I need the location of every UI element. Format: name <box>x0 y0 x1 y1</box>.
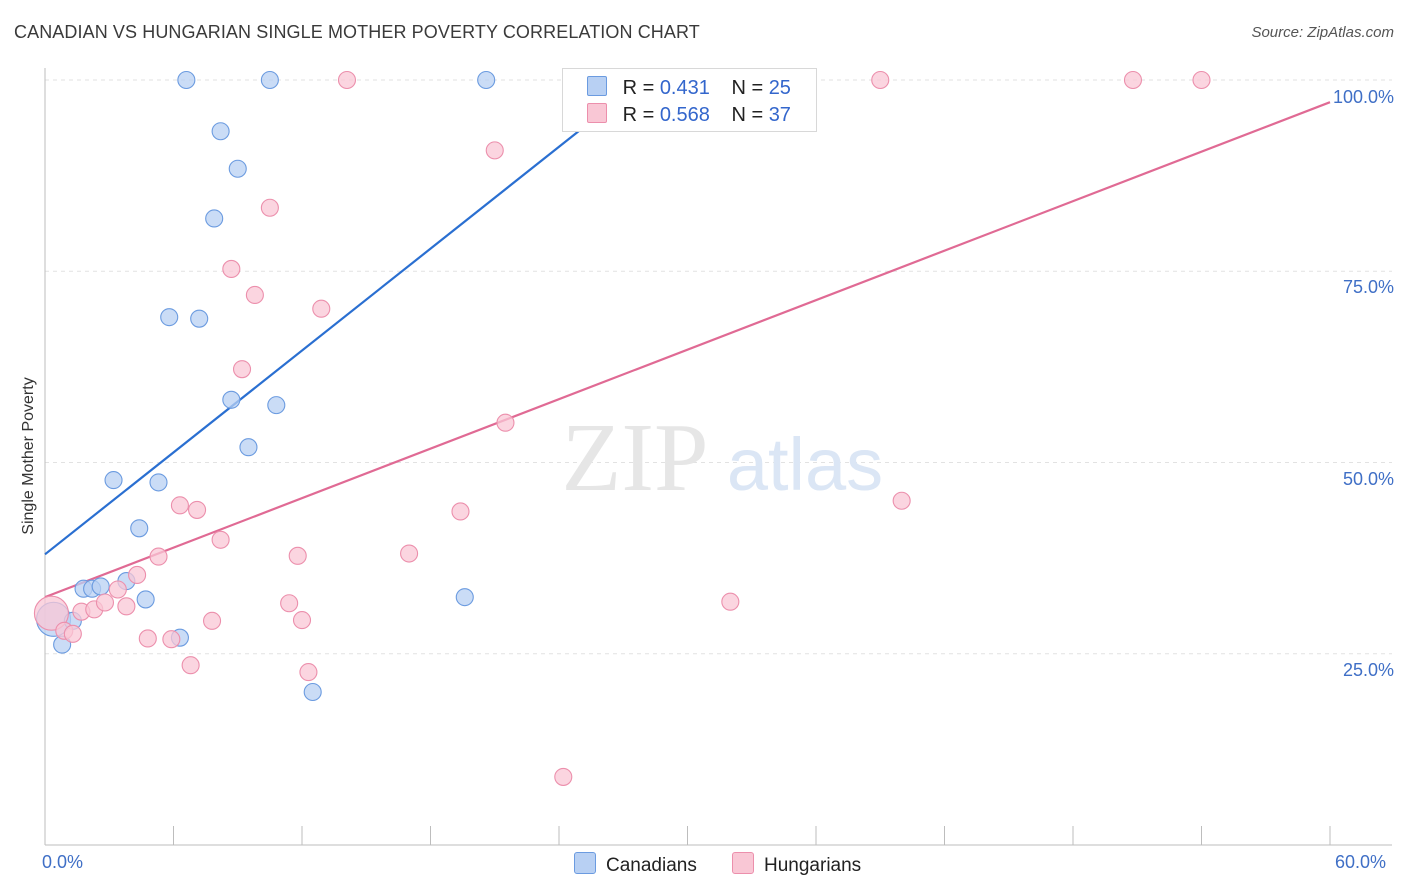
canadians-r-value: 0.431 <box>659 77 710 99</box>
trend-line-hungarians <box>44 101 1331 599</box>
point-hungarians <box>33 595 69 631</box>
point-canadians <box>104 471 123 490</box>
watermark-zip: ZIP <box>562 404 709 512</box>
legend-row-canadians: R = 0.431 N = 25 <box>587 76 791 100</box>
stats-legend: R = 0.431 N = 25 R = 0.568 N = 37 <box>562 68 817 132</box>
point-canadians <box>149 473 168 492</box>
y-tick-label: 75.0% <box>1342 277 1394 298</box>
canadians-swatch-icon <box>587 76 607 96</box>
trend-lines <box>44 101 1331 599</box>
point-canadians <box>477 70 496 90</box>
point-hungarians <box>63 624 82 643</box>
y-tick-label: 25.0% <box>1342 659 1394 680</box>
x-tick-label-min: 0.0% <box>42 852 84 872</box>
watermark: ZIP atlas <box>562 404 884 512</box>
point-hungarians <box>496 413 515 432</box>
point-hungarians <box>203 611 222 630</box>
n-label: N = <box>731 104 764 126</box>
r-label: R = <box>622 104 655 126</box>
point-hungarians <box>892 491 911 510</box>
point-hungarians <box>337 70 357 90</box>
hungarians-swatch-icon <box>587 103 607 123</box>
point-hungarians <box>299 663 318 682</box>
y-tick-label: 50.0% <box>1342 468 1394 489</box>
point-hungarians <box>222 259 241 279</box>
point-hungarians <box>871 70 890 90</box>
point-canadians <box>136 590 155 609</box>
point-canadians <box>160 308 179 327</box>
point-hungarians <box>128 565 147 585</box>
point-canadians <box>228 159 247 178</box>
legend-item-hungarians[interactable]: Hungarians <box>732 852 861 877</box>
point-hungarians <box>149 547 168 566</box>
chart-title: CANADIAN VS HUNGARIAN SINGLE MOTHER POVE… <box>14 22 700 42</box>
point-hungarians <box>170 496 189 515</box>
point-hungarians <box>288 546 307 565</box>
point-hungarians <box>188 500 207 519</box>
point-hungarians <box>312 299 331 318</box>
legend-label-hungarians: Hungarians <box>764 855 862 876</box>
point-hungarians <box>108 580 127 599</box>
trend-line-canadians <box>44 120 592 556</box>
point-hungarians <box>400 544 419 563</box>
hungarians-n-value: 37 <box>768 104 791 126</box>
point-canadians <box>239 438 258 457</box>
point-hungarians <box>292 611 312 630</box>
point-hungarians <box>117 597 136 616</box>
hungarians-legend-icon <box>732 852 754 874</box>
legend-row-hungarians: R = 0.568 N = 37 <box>587 103 791 127</box>
y-axis-label: Single Mother Poverty <box>20 377 37 535</box>
point-hungarians <box>260 198 279 217</box>
point-hungarians <box>554 767 573 786</box>
point-canadians <box>130 519 149 538</box>
point-canadians <box>303 682 322 702</box>
r-label: R = <box>622 77 655 99</box>
point-canadians <box>177 70 196 90</box>
point-hungarians <box>181 656 200 675</box>
point-hungarians <box>721 592 740 611</box>
point-canadians <box>205 209 224 228</box>
point-canadians <box>190 309 209 328</box>
legend-label-canadians: Canadians <box>606 855 697 876</box>
point-hungarians <box>1123 70 1143 90</box>
point-canadians <box>211 122 230 141</box>
canadians-n-value: 25 <box>768 77 791 99</box>
point-canadians <box>267 396 286 415</box>
point-hungarians <box>1192 70 1211 90</box>
point-hungarians <box>138 629 157 648</box>
canadians-legend-icon <box>574 852 596 874</box>
point-hungarians <box>232 360 252 379</box>
point-canadians <box>91 577 110 596</box>
point-hungarians <box>245 285 264 305</box>
data-points <box>33 70 1211 786</box>
point-hungarians <box>211 530 230 549</box>
n-label: N = <box>731 77 764 99</box>
y-tick-label: 100.0% <box>1332 87 1394 107</box>
point-hungarians <box>485 141 504 160</box>
point-hungarians <box>451 502 470 521</box>
axes <box>44 68 1392 846</box>
point-hungarians <box>280 594 299 613</box>
point-canadians <box>222 390 241 409</box>
watermark-atlas: atlas <box>727 423 883 506</box>
source-label: Source: ZipAtlas.com <box>1251 24 1394 41</box>
legend-item-canadians[interactable]: Canadians <box>574 852 697 877</box>
point-canadians <box>260 70 279 90</box>
x-tick-label-max: 60.0% <box>1335 852 1387 872</box>
hungarians-r-value: 0.568 <box>659 104 710 126</box>
point-hungarians <box>95 593 115 612</box>
point-hungarians <box>162 630 181 649</box>
point-canadians <box>455 588 474 607</box>
